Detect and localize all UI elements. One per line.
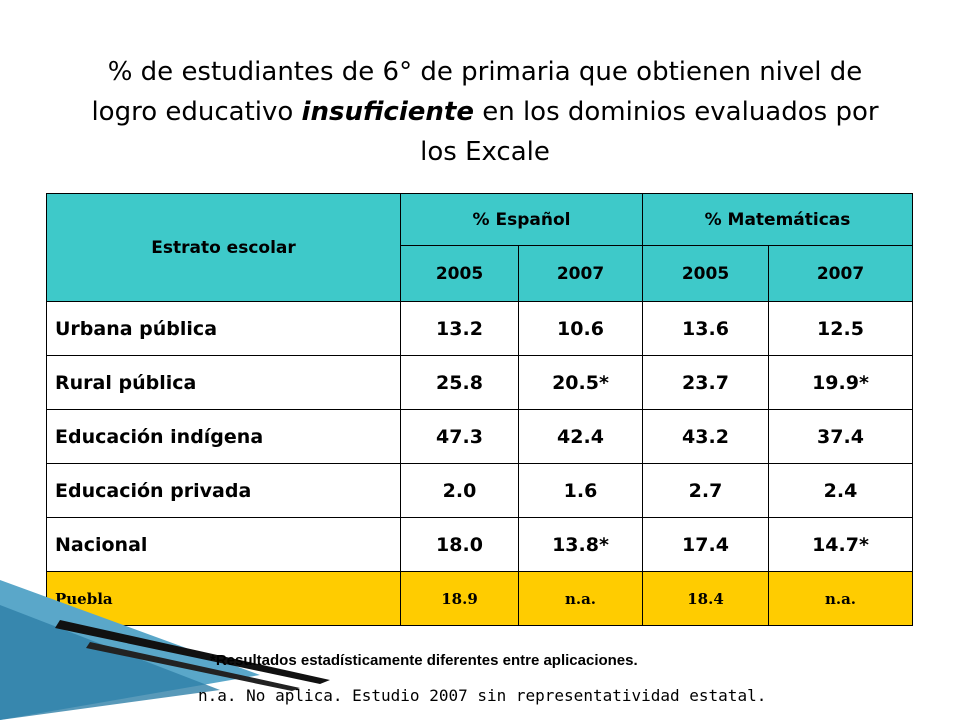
- header-row-groups: Estrato escolar % Español % Matemáticas: [46, 193, 913, 302]
- header-year: 2007: [768, 245, 913, 302]
- table-cell: 42.4: [518, 409, 643, 464]
- table-cell: 37.4: [768, 409, 913, 464]
- table-cell: 25.8: [400, 355, 519, 410]
- table-cell: 13.2: [400, 301, 519, 356]
- row-label: Educación indígena: [46, 409, 401, 464]
- results-table: Estrato escolar % Español % Matemáticas …: [46, 193, 913, 626]
- table-cell: 2.4: [768, 463, 913, 518]
- title-line-2-end: en los dominios evaluados por: [473, 97, 879, 127]
- row-label: Rural pública: [46, 355, 401, 410]
- table-row: Nacional 18.0 13.8* 17.4 14.7*: [46, 517, 913, 572]
- header-year: 2005: [400, 245, 519, 302]
- table-cell: 47.3: [400, 409, 519, 464]
- header-row-years: 2005 2007 2005 2007: [47, 245, 913, 302]
- table-cell: 2.0: [400, 463, 519, 518]
- table-cell: n.a.: [768, 571, 913, 626]
- header-stratum: Estrato escolar: [46, 193, 401, 302]
- header-spanish: % Español: [400, 193, 643, 246]
- swoosh-dark-blue: [0, 605, 220, 720]
- table-cell: 1.6: [518, 463, 643, 518]
- table-row-highlight: Puebla 18.9 n.a. 18.4 n.a.: [46, 571, 913, 626]
- table-cell: 12.5: [768, 301, 913, 356]
- table-cell: n.a.: [518, 571, 643, 626]
- title-line-1: % de estudiantes de 6° de primaria que o…: [107, 57, 863, 87]
- table-cell: 13.6: [642, 301, 769, 356]
- table-cell: 13.8*: [518, 517, 643, 572]
- table-row: Rural pública 25.8 20.5* 23.7 19.9*: [46, 355, 913, 410]
- title-line-2: logro educativo insuficiente en los domi…: [80, 92, 890, 132]
- swoosh-black: [55, 620, 330, 684]
- table-cell: 20.5*: [518, 355, 643, 410]
- row-label: Puebla: [46, 571, 401, 626]
- title-line-3: los Excale: [420, 137, 550, 167]
- table-row: Urbana pública 13.2 10.6 13.6 12.5: [46, 301, 913, 356]
- table-cell: 43.2: [642, 409, 769, 464]
- table-cell: 10.6: [518, 301, 643, 356]
- swoosh-black-2: [86, 642, 300, 691]
- table-cell: 18.0: [400, 517, 519, 572]
- title-emphasis: insuficiente: [301, 97, 474, 127]
- header-year: 2007: [518, 245, 643, 302]
- table-cell: 19.9*: [768, 355, 913, 410]
- row-label: Urbana pública: [46, 301, 401, 356]
- na-note: n.a. No aplica. Estudio 2007 sin represe…: [198, 686, 767, 705]
- row-label: Educación privada: [46, 463, 401, 518]
- table-cell: 2.7: [642, 463, 769, 518]
- table-cell: 18.4: [642, 571, 769, 626]
- title-line-2-start: logro educativo: [91, 97, 302, 127]
- table-cell: 14.7*: [768, 517, 913, 572]
- table-row: Educación indígena 47.3 42.4 43.2 37.4: [46, 409, 913, 464]
- table-cell: 17.4: [642, 517, 769, 572]
- decorative-swoosh-graphic: [0, 580, 330, 720]
- slide-title: % de estudiantes de 6° de primaria que o…: [80, 52, 890, 172]
- table-cell: 18.9: [400, 571, 519, 626]
- table-cell: 23.7: [642, 355, 769, 410]
- header-math: % Matemáticas: [642, 193, 913, 246]
- header-year: 2005: [642, 245, 769, 302]
- table-row: Educación privada 2.0 1.6 2.7 2.4: [46, 463, 913, 518]
- significance-note: *Resultados estadísticamente diferentes …: [210, 652, 638, 669]
